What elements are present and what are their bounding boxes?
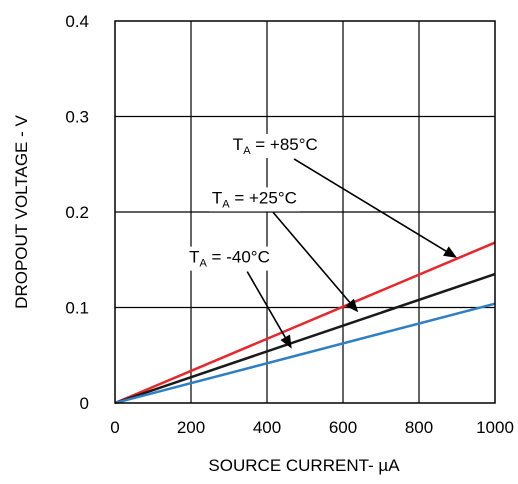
annotation-label: TA = -40°C (189, 248, 270, 270)
annotation-arrow-head (345, 298, 359, 313)
y-tick-label: 0.1 (65, 299, 89, 318)
y-tick-label: 0 (80, 394, 89, 413)
annotation-label: TA = +85°C (233, 135, 318, 157)
series-annotation: TA = -40°C (186, 246, 292, 349)
x-tick-label: 400 (253, 418, 281, 437)
x-tick-label: 1000 (476, 418, 514, 437)
annotation-label: TA = +25°C (212, 188, 297, 210)
series-annotations: TA = +85°C TA = +25°C TA = -40°C (186, 133, 457, 349)
x-tick-label: 200 (177, 418, 205, 437)
series-line (114, 302, 496, 405)
x-tick-label: 600 (329, 418, 357, 437)
y-tick-label: 0.3 (65, 108, 89, 127)
y-tick-label: 0.2 (65, 203, 89, 222)
annotation-label-background (208, 187, 300, 212)
series-line (114, 272, 496, 405)
annotation-label-background (186, 246, 273, 271)
series-lines (114, 241, 496, 405)
y-axis-label: DROPOUT VOLTAGE - V (12, 115, 31, 309)
series-annotation: TA = +85°C (229, 133, 457, 258)
annotation-arrow-head (443, 246, 457, 258)
x-tick-labels: 0 200 400 600 800 1000 (110, 418, 514, 437)
series-annotation: TA = +25°C (208, 187, 359, 313)
grid-lines (115, 21, 495, 403)
plot-frame (114, 20, 496, 404)
x-tick-label: 0 (110, 418, 119, 437)
y-tick-label: 0.4 (65, 12, 89, 31)
x-axis-label: SOURCE CURRENT- µA (208, 456, 400, 475)
x-tick-label: 800 (405, 418, 433, 437)
series-line (114, 241, 496, 405)
y-tick-labels: 0 0.1 0.2 0.3 0.4 (65, 12, 89, 413)
annotation-arrow-shaft (293, 158, 447, 252)
annotation-arrow-shaft (272, 211, 351, 303)
annotation-label-background (229, 133, 321, 158)
annotation-arrow-head (280, 334, 292, 349)
annotation-arrow-shaft (246, 271, 286, 338)
